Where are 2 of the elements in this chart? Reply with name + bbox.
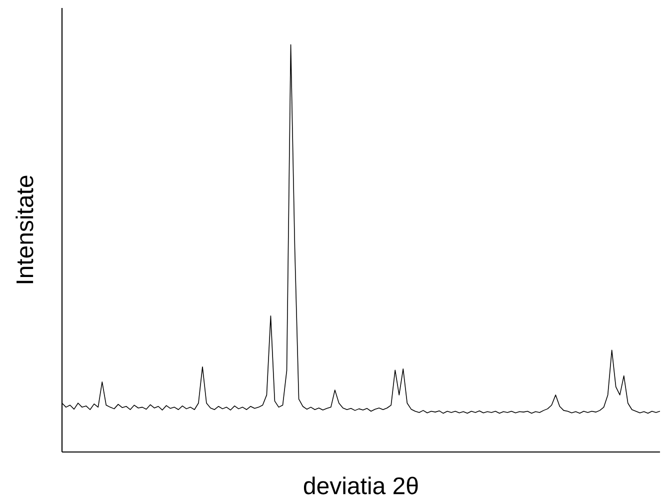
x-axis-title: deviatia 2θ [304,476,418,494]
y-axis-title: Intensitate [16,176,34,284]
